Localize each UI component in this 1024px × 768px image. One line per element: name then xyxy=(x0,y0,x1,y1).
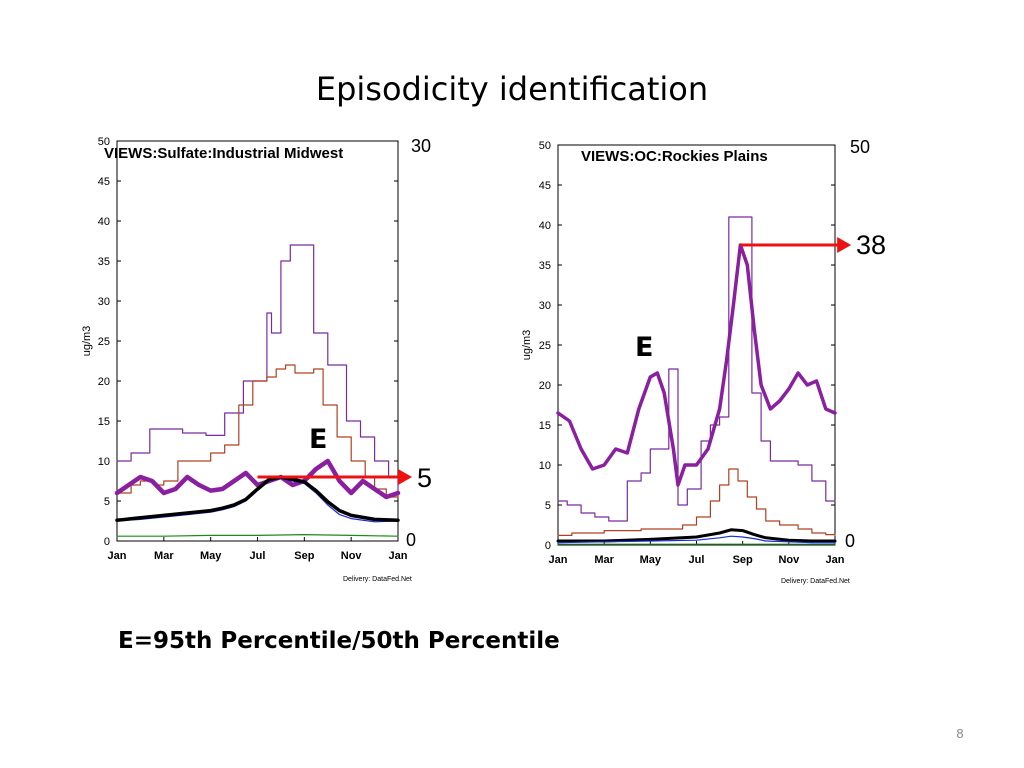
arrow-value-label: 5 xyxy=(417,463,432,493)
episodicity-formula: E=95th Percentile/50th Percentile xyxy=(118,628,560,654)
delivery-credit: Delivery: DataFed.Net xyxy=(343,576,412,583)
x-tick-label: Nov xyxy=(778,554,800,566)
series-p80 xyxy=(557,468,836,536)
y-tick-label: 10 xyxy=(539,460,551,472)
y-tick-label: 5 xyxy=(545,500,551,512)
y-tick-label: 30 xyxy=(539,300,551,312)
series-running xyxy=(114,458,401,500)
x-tick-label: Jan xyxy=(108,550,127,562)
y-axis-label: ug/m3 xyxy=(81,326,93,357)
e-label: E xyxy=(309,424,327,455)
e-label: E xyxy=(635,332,653,363)
right-axis-bottom-label: 0 xyxy=(406,530,416,550)
x-tick-label: Jul xyxy=(689,554,705,566)
y-tick-label: 35 xyxy=(539,260,551,272)
y-axis-label: ug/m3 xyxy=(521,330,533,361)
series-median xyxy=(115,475,400,522)
series-p25 xyxy=(557,535,836,544)
x-tick-label: Sep xyxy=(733,554,753,566)
series-median xyxy=(556,528,837,543)
y-tick-label: 25 xyxy=(539,340,551,352)
arrow-value-label: 38 xyxy=(856,230,886,260)
x-tick-label: May xyxy=(640,554,662,566)
y-tick-label: 20 xyxy=(539,380,551,392)
chart-title: VIEWS:Sulfate:Industrial Midwest xyxy=(104,145,343,162)
y-tick-label: 40 xyxy=(98,216,110,228)
x-tick-label: Jul xyxy=(250,550,266,562)
annotation-arrow-head xyxy=(398,469,413,485)
y-tick-label: 0 xyxy=(104,536,110,548)
series-p95 xyxy=(557,216,836,522)
y-tick-label: 45 xyxy=(98,176,110,188)
delivery-credit: Delivery: DataFed.Net xyxy=(781,578,850,585)
y-tick-label: 15 xyxy=(98,416,110,428)
x-tick-label: Mar xyxy=(594,554,614,566)
y-tick-label: 25 xyxy=(98,336,110,348)
annotation-arrow-head xyxy=(837,237,852,253)
x-tick-label: May xyxy=(200,550,222,562)
series-p95 xyxy=(116,244,399,494)
annotation-layer xyxy=(740,237,852,253)
y-tick-label: 50 xyxy=(539,140,551,152)
y-tick-label: 5 xyxy=(104,496,110,508)
x-tick-label: Nov xyxy=(341,550,363,562)
x-tick-label: Jan xyxy=(549,554,568,566)
y-tick-label: 35 xyxy=(98,256,110,268)
sulfate-chart: VIEWS:Sulfate:Industrial Midwest ug/m3 D… xyxy=(81,136,432,583)
right-axis-top-label: 50 xyxy=(850,137,870,157)
x-tick-label: Sep xyxy=(294,550,314,562)
y-tick-label: 20 xyxy=(98,376,110,388)
y-tick-label: 45 xyxy=(539,180,551,192)
axis-ticks: 0 5 10 15 20 25 30 35 40 45 50 Jan Mar May Jul Sep Nov Ja… xyxy=(98,136,408,562)
plot-frame xyxy=(557,144,836,546)
y-tick-label: 0 xyxy=(545,540,551,552)
plot-frame xyxy=(116,140,399,542)
x-tick-label: Mar xyxy=(154,550,174,562)
right-axis-bottom-label: 0 xyxy=(845,531,855,551)
series-p80 xyxy=(116,364,399,498)
axis-ticks: 0 5 10 15 20 25 30 35 40 45 50 Jan Mar May Jul Sep Nov Ja… xyxy=(539,140,845,566)
y-tick-label: 50 xyxy=(98,136,110,148)
y-tick-label: 15 xyxy=(539,420,551,432)
slide-title: Episodicity identification xyxy=(315,70,709,108)
y-tick-label: 40 xyxy=(539,220,551,232)
series-layer xyxy=(556,216,837,545)
series-layer xyxy=(114,244,401,537)
y-tick-label: 30 xyxy=(98,296,110,308)
x-tick-label: Jan xyxy=(389,550,408,562)
chart-title: VIEWS:OC:Rockies Plains xyxy=(581,148,768,165)
right-axis-top-label: 30 xyxy=(411,136,431,156)
page-number: 8 xyxy=(956,726,964,741)
series-min xyxy=(116,534,399,537)
series-running xyxy=(556,243,837,487)
oc-chart: VIEWS:OC:Rockies Plains ug/m3 Delivery: … xyxy=(521,137,886,585)
x-tick-label: Jan xyxy=(826,554,845,566)
y-tick-label: 10 xyxy=(98,456,110,468)
annotation-layer xyxy=(257,469,413,485)
